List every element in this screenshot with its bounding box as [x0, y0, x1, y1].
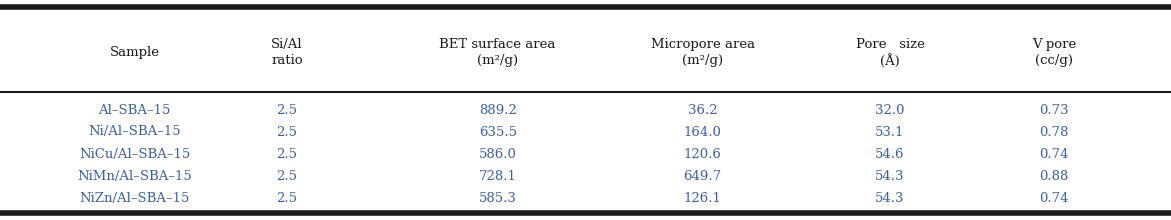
Text: 2.5: 2.5 [276, 125, 297, 139]
Text: 0.88: 0.88 [1039, 169, 1069, 183]
Text: BET surface area
(m²/g): BET surface area (m²/g) [439, 38, 556, 67]
Text: NiCu/Al–SBA–15: NiCu/Al–SBA–15 [78, 147, 191, 161]
Text: 54.3: 54.3 [875, 169, 905, 183]
Text: 649.7: 649.7 [684, 169, 721, 183]
Text: Micropore area
(m²/g): Micropore area (m²/g) [651, 38, 754, 67]
Text: Pore   size
(Å): Pore size (Å) [856, 38, 924, 68]
Text: Si/Al
ratio: Si/Al ratio [271, 38, 303, 67]
Text: 585.3: 585.3 [479, 191, 516, 205]
Text: 164.0: 164.0 [684, 125, 721, 139]
Text: Ni/Al–SBA–15: Ni/Al–SBA–15 [88, 125, 182, 139]
Text: 635.5: 635.5 [479, 125, 516, 139]
Text: 126.1: 126.1 [684, 191, 721, 205]
Text: 586.0: 586.0 [479, 147, 516, 161]
Text: 2.5: 2.5 [276, 147, 297, 161]
Text: 36.2: 36.2 [687, 103, 718, 117]
Text: 0.74: 0.74 [1039, 147, 1069, 161]
Text: 889.2: 889.2 [479, 103, 516, 117]
Text: 728.1: 728.1 [479, 169, 516, 183]
Text: 53.1: 53.1 [875, 125, 905, 139]
Text: 32.0: 32.0 [875, 103, 905, 117]
Text: NiMn/Al–SBA–15: NiMn/Al–SBA–15 [77, 169, 192, 183]
Text: 0.73: 0.73 [1039, 103, 1069, 117]
Text: 0.74: 0.74 [1039, 191, 1069, 205]
Text: 2.5: 2.5 [276, 169, 297, 183]
Text: NiZn/Al–SBA–15: NiZn/Al–SBA–15 [80, 191, 190, 205]
Text: 54.3: 54.3 [875, 191, 905, 205]
Text: 120.6: 120.6 [684, 147, 721, 161]
Text: Sample: Sample [110, 46, 159, 59]
Text: 2.5: 2.5 [276, 103, 297, 117]
Text: 54.6: 54.6 [875, 147, 905, 161]
Text: 2.5: 2.5 [276, 191, 297, 205]
Text: Al–SBA–15: Al–SBA–15 [98, 103, 171, 117]
Text: 0.78: 0.78 [1039, 125, 1069, 139]
Text: V pore
(cc/g): V pore (cc/g) [1032, 38, 1076, 67]
